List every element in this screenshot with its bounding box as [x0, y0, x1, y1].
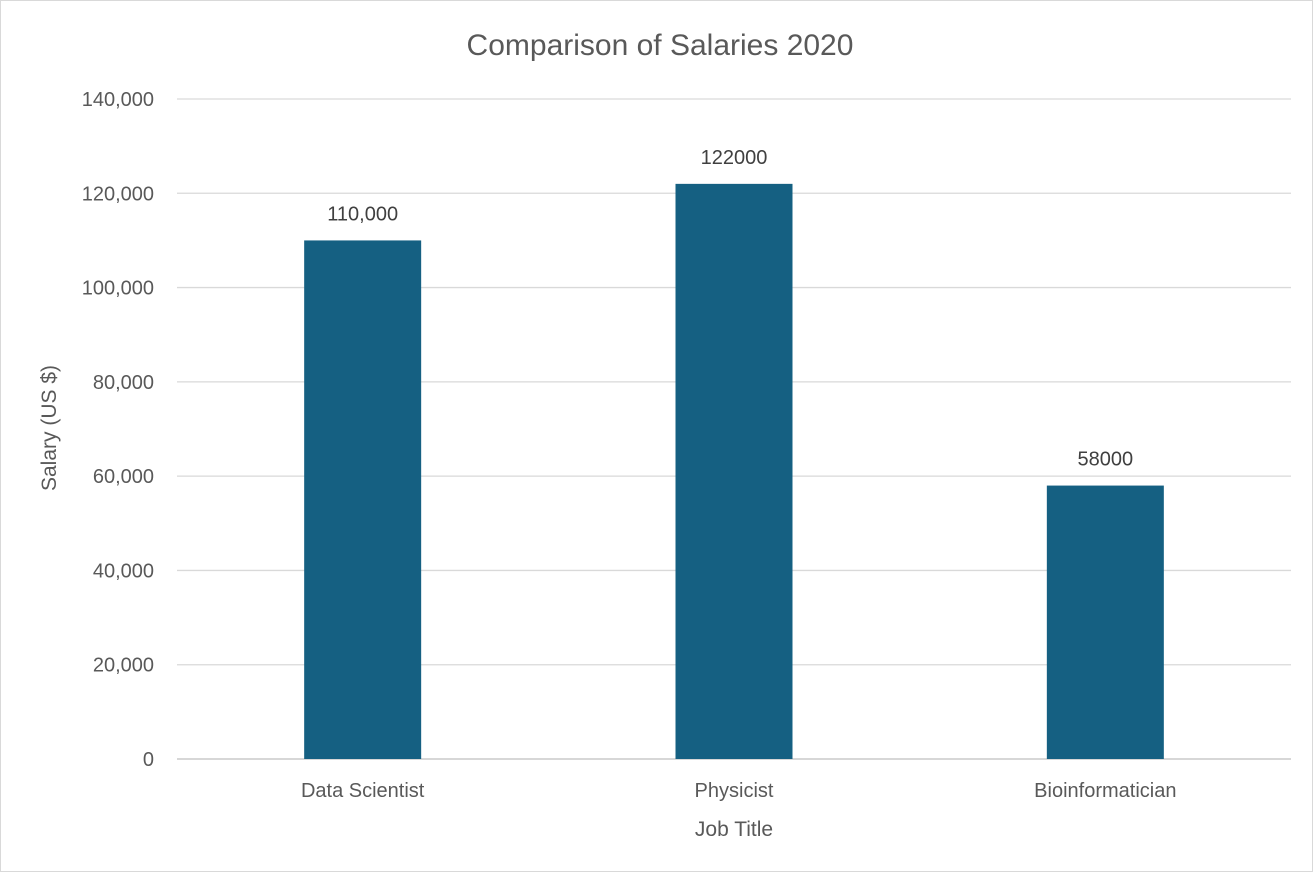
bar-data-label: 122000: [701, 147, 768, 169]
y-tick-label: 80,000: [93, 372, 154, 394]
x-axis-ticks: Data Scientist Physicist Bioinformatician: [301, 780, 1177, 802]
x-tick-label: Data Scientist: [301, 780, 425, 802]
x-tick-label: Physicist: [695, 780, 774, 802]
x-axis-title: Job Title: [695, 818, 773, 841]
bars: [304, 183, 1164, 759]
y-tick-label: 140,000: [82, 89, 154, 111]
bar-data-label: 58000: [1078, 449, 1134, 471]
y-tick-label: 0: [143, 749, 154, 771]
y-axis-title: Salary (US $): [38, 365, 61, 491]
y-tick-label: 120,000: [82, 183, 154, 205]
y-tick-label: 40,000: [93, 560, 154, 582]
data-labels: 110,000 122000 58000: [327, 147, 1133, 471]
chart-title: Comparison of Salaries 2020: [467, 29, 854, 62]
y-tick-label: 20,000: [93, 655, 154, 677]
y-tick-label: 60,000: [93, 466, 154, 488]
bar-data-label: 110,000: [327, 203, 398, 225]
x-tick-label: Bioinformatician: [1034, 780, 1176, 802]
bar: [675, 183, 793, 759]
y-tick-label: 100,000: [82, 278, 154, 300]
bar: [304, 240, 422, 759]
y-axis-ticks: 0 20,000 40,000 60,000 80,000 100,000 120,000 1…: [82, 89, 154, 771]
bar: [1046, 485, 1164, 759]
